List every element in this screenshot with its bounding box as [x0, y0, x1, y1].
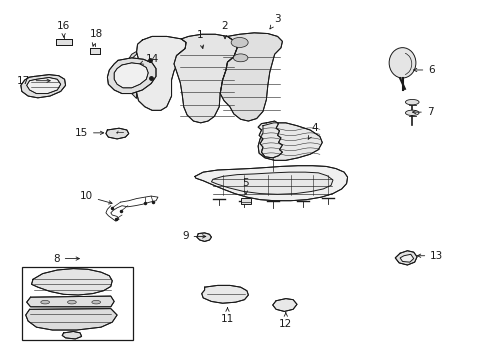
Ellipse shape	[405, 110, 418, 116]
Text: 9: 9	[182, 231, 205, 242]
Text: 12: 12	[279, 313, 292, 329]
Polygon shape	[272, 298, 296, 311]
Polygon shape	[21, 75, 65, 98]
Polygon shape	[136, 36, 186, 111]
Polygon shape	[258, 121, 282, 158]
Ellipse shape	[67, 300, 76, 304]
Text: 13: 13	[417, 251, 443, 261]
Polygon shape	[62, 332, 81, 339]
Polygon shape	[220, 33, 282, 121]
Text: 2: 2	[221, 21, 228, 39]
Polygon shape	[197, 233, 211, 242]
Polygon shape	[114, 63, 148, 88]
Text: 4: 4	[307, 123, 318, 139]
Ellipse shape	[405, 99, 418, 105]
Polygon shape	[26, 309, 117, 330]
Polygon shape	[31, 269, 112, 295]
Text: 11: 11	[221, 308, 234, 324]
Polygon shape	[106, 128, 128, 139]
Text: 17: 17	[17, 76, 50, 86]
Polygon shape	[211, 172, 332, 194]
Polygon shape	[27, 296, 114, 307]
Bar	[22, 267, 132, 340]
Ellipse shape	[388, 48, 415, 78]
Polygon shape	[174, 34, 237, 123]
Text: 6: 6	[413, 65, 434, 75]
Polygon shape	[27, 77, 61, 94]
Polygon shape	[394, 251, 416, 265]
Text: 14: 14	[140, 54, 159, 64]
Text: 18: 18	[89, 29, 102, 46]
Ellipse shape	[233, 54, 247, 62]
Text: 16: 16	[57, 21, 70, 37]
Text: 5: 5	[242, 178, 249, 194]
Polygon shape	[201, 285, 248, 303]
Text: 1: 1	[196, 30, 203, 49]
Text: 15: 15	[75, 128, 103, 138]
Polygon shape	[90, 48, 100, 54]
Ellipse shape	[92, 300, 101, 304]
Text: 10: 10	[80, 191, 112, 204]
Polygon shape	[195, 166, 347, 201]
Polygon shape	[126, 51, 136, 99]
Text: 7: 7	[412, 107, 432, 117]
Polygon shape	[258, 123, 322, 160]
Text: 3: 3	[269, 14, 280, 29]
Text: 8: 8	[53, 253, 79, 264]
Ellipse shape	[41, 300, 49, 304]
Polygon shape	[399, 254, 413, 262]
Polygon shape	[107, 58, 156, 94]
Ellipse shape	[231, 37, 247, 48]
Polygon shape	[56, 39, 72, 45]
Bar	[240, 198, 251, 204]
